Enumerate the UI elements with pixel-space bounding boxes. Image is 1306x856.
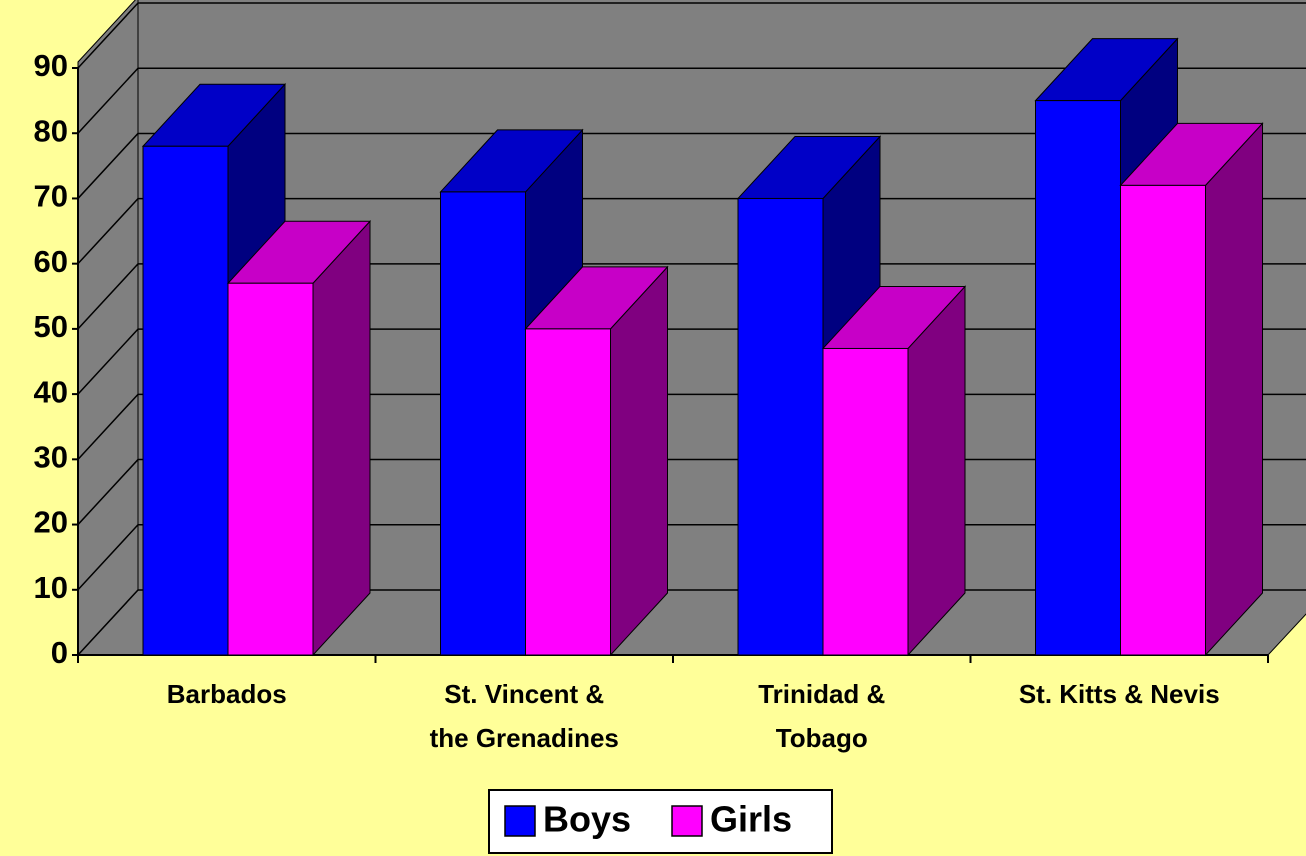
x-tick-label-line: Trinidad & (758, 679, 885, 709)
grid-line-side (77, 393, 139, 460)
legend-swatch (504, 805, 536, 837)
bar (524, 265, 669, 657)
legend-box (488, 789, 833, 854)
grid-line-side (77, 459, 139, 526)
grid-line-side (77, 589, 139, 656)
bar-side (312, 219, 371, 657)
legend-swatch (671, 805, 703, 837)
bar (226, 219, 372, 657)
y-tick-label: 40 (34, 374, 68, 409)
grid-line-side (77, 67, 139, 134)
x-tick-label: St. Vincent & the Grenadines (430, 679, 619, 753)
y-tick-label: 50 (34, 309, 68, 344)
legend-label: Girls (710, 799, 792, 840)
grid-line-side (77, 2, 139, 69)
bar-front (142, 145, 229, 656)
grid-line-side (77, 263, 139, 330)
x-tick-label-line: St. Vincent & (444, 679, 604, 709)
legend: Boys Girls (488, 789, 833, 854)
bar-front (440, 191, 526, 656)
x-tick-label-line: St. Kitts & Nevis (1019, 679, 1220, 709)
y-tick-label: 60 (34, 244, 68, 279)
x-tick-label-line: the Grenadines (430, 723, 619, 753)
x-tick-label: Trinidad & Tobago (758, 679, 885, 753)
bar-side (610, 265, 668, 657)
grid-line-side (77, 328, 139, 395)
y-tick-label: 70 (34, 179, 68, 214)
bar-front (737, 197, 824, 656)
bar-front (1035, 100, 1121, 656)
y-tick-label: 20 (34, 505, 68, 540)
grid-line-side (77, 132, 139, 199)
legend-label: Boys (543, 799, 631, 840)
bar (821, 285, 967, 657)
grid-line-side (77, 524, 139, 591)
y-tick-label: 90 (34, 48, 68, 83)
bar-front (227, 282, 314, 656)
y-tick-label: 30 (34, 440, 68, 475)
bar-front (822, 347, 909, 656)
y-tick-label: 0 (51, 635, 68, 670)
x-tick-label-line: Tobago (776, 723, 868, 753)
x-tick-label-line: Barbados (167, 679, 287, 709)
bar-front (525, 328, 611, 656)
bar-front (1120, 184, 1206, 656)
bar (1119, 122, 1264, 657)
bar-side (907, 285, 966, 657)
y-tick-label: 80 (34, 113, 68, 148)
y-tick-label: 10 (34, 570, 68, 605)
bar-side (1205, 122, 1263, 657)
x-tick-label: Barbados (167, 679, 287, 709)
x-tick-label: St. Kitts & Nevis (1019, 679, 1220, 709)
grid-line-side (77, 198, 139, 265)
